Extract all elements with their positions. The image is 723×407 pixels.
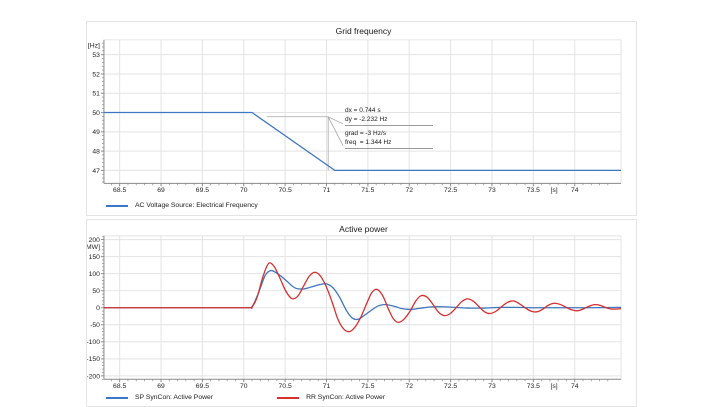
svg-text:73.5: 73.5 (527, 187, 540, 194)
chart-title: Active power (339, 224, 388, 234)
svg-text:52: 52 (92, 71, 100, 78)
line-swatch (106, 204, 128, 207)
svg-text:69: 69 (157, 187, 165, 194)
svg-text:50: 50 (92, 110, 100, 117)
active-power-panel: 68.5 69 69.5 70 70.5 71 71.5 72 72.5 73 73.5 74 [s] 2… (86, 219, 637, 407)
svg-text:[s]: [s] (550, 383, 557, 390)
line-swatch (106, 396, 128, 399)
svg-text:-50: -50 (90, 322, 100, 329)
svg-text:49: 49 (92, 129, 100, 136)
legend-item: AC Voltage Source: Electrical Frequency (106, 202, 258, 209)
svg-text:73: 73 (488, 187, 496, 194)
svg-text:71: 71 (323, 383, 331, 390)
legend-label: SP SynCon: Active Power (135, 394, 214, 401)
legend: AC Voltage Source: Electrical Frequency (106, 202, 258, 209)
svg-text:47: 47 (92, 168, 100, 175)
svg-text:[Hz]: [Hz] (88, 43, 100, 50)
grad-value: grad = -3 Hz/s (345, 130, 387, 137)
dx-dy-label: dx = 0.744 s dy = -2.232 Hz (345, 106, 433, 126)
svg-text:53: 53 (92, 52, 100, 59)
svg-text:70.5: 70.5 (279, 383, 292, 390)
svg-text:72.5: 72.5 (444, 383, 457, 390)
line-swatch (277, 396, 300, 399)
svg-text:0: 0 (96, 305, 100, 312)
svg-text:71.5: 71.5 (361, 187, 374, 194)
svg-text:200: 200 (89, 237, 101, 244)
grid-frequency-plot[interactable]: 68.5 69 69.5 70 70.5 71 71.5 72 72.5 73 73.5 74 [s] 5… (87, 22, 636, 215)
svg-text:-100: -100 (87, 339, 100, 346)
dx-value: dx = 0.744 s (345, 107, 381, 114)
svg-text:70.5: 70.5 (279, 187, 292, 194)
freq-value: freq = 1.344 Hz (345, 139, 392, 146)
svg-text:150: 150 (89, 254, 101, 261)
svg-text:69: 69 (157, 383, 165, 390)
svg-text:100: 100 (89, 271, 101, 278)
svg-text:70: 70 (240, 187, 248, 194)
svg-text:[s]: [s] (550, 187, 557, 194)
svg-text:[MW]: [MW] (87, 244, 100, 251)
svg-text:74: 74 (571, 187, 579, 194)
chart-title: Grid frequency (335, 26, 392, 36)
svg-text:72.5: 72.5 (444, 187, 457, 194)
svg-text:69.5: 69.5 (196, 187, 209, 194)
svg-text:71: 71 (323, 187, 331, 194)
svg-text:68.5: 68.5 (113, 187, 126, 194)
svg-text:-200: -200 (87, 373, 100, 380)
svg-text:50: 50 (92, 288, 100, 295)
legend-item: RR SynCon: Active Power (277, 394, 385, 401)
svg-text:71.5: 71.5 (361, 383, 374, 390)
legend: SP SynCon: Active Power RR SynCon: Activ… (106, 394, 385, 401)
svg-text:48: 48 (92, 149, 100, 156)
active-power-plot[interactable]: 68.5 69 69.5 70 70.5 71 71.5 72 72.5 73 73.5 74 [s] 2… (87, 220, 636, 406)
legend-label: AC Voltage Source: Electrical Frequency (135, 202, 258, 209)
svg-text:72: 72 (405, 187, 413, 194)
svg-text:73: 73 (488, 383, 496, 390)
svg-text:69.5: 69.5 (196, 383, 209, 390)
svg-text:73.5: 73.5 (527, 383, 540, 390)
grad-freq-label: grad = -3 Hz/s freq = 1.344 Hz (345, 129, 433, 149)
svg-text:74: 74 (571, 383, 579, 390)
svg-text:72: 72 (405, 383, 413, 390)
grid-frequency-panel: 68.5 69 69.5 70 70.5 71 71.5 72 72.5 73 73.5 74 [s] 5… (86, 21, 637, 216)
dy-value: dy = -2.232 Hz (345, 116, 388, 123)
svg-text:51: 51 (92, 91, 100, 98)
svg-text:-150: -150 (87, 356, 100, 363)
legend-label: RR SynCon: Active Power (306, 394, 386, 401)
legend-item: SP SynCon: Active Power (106, 394, 213, 401)
measurement-annotation: dx = 0.744 s dy = -2.232 Hz grad = -3 Hz… (345, 106, 433, 152)
svg-text:68.5: 68.5 (113, 383, 126, 390)
svg-text:70: 70 (240, 383, 248, 390)
